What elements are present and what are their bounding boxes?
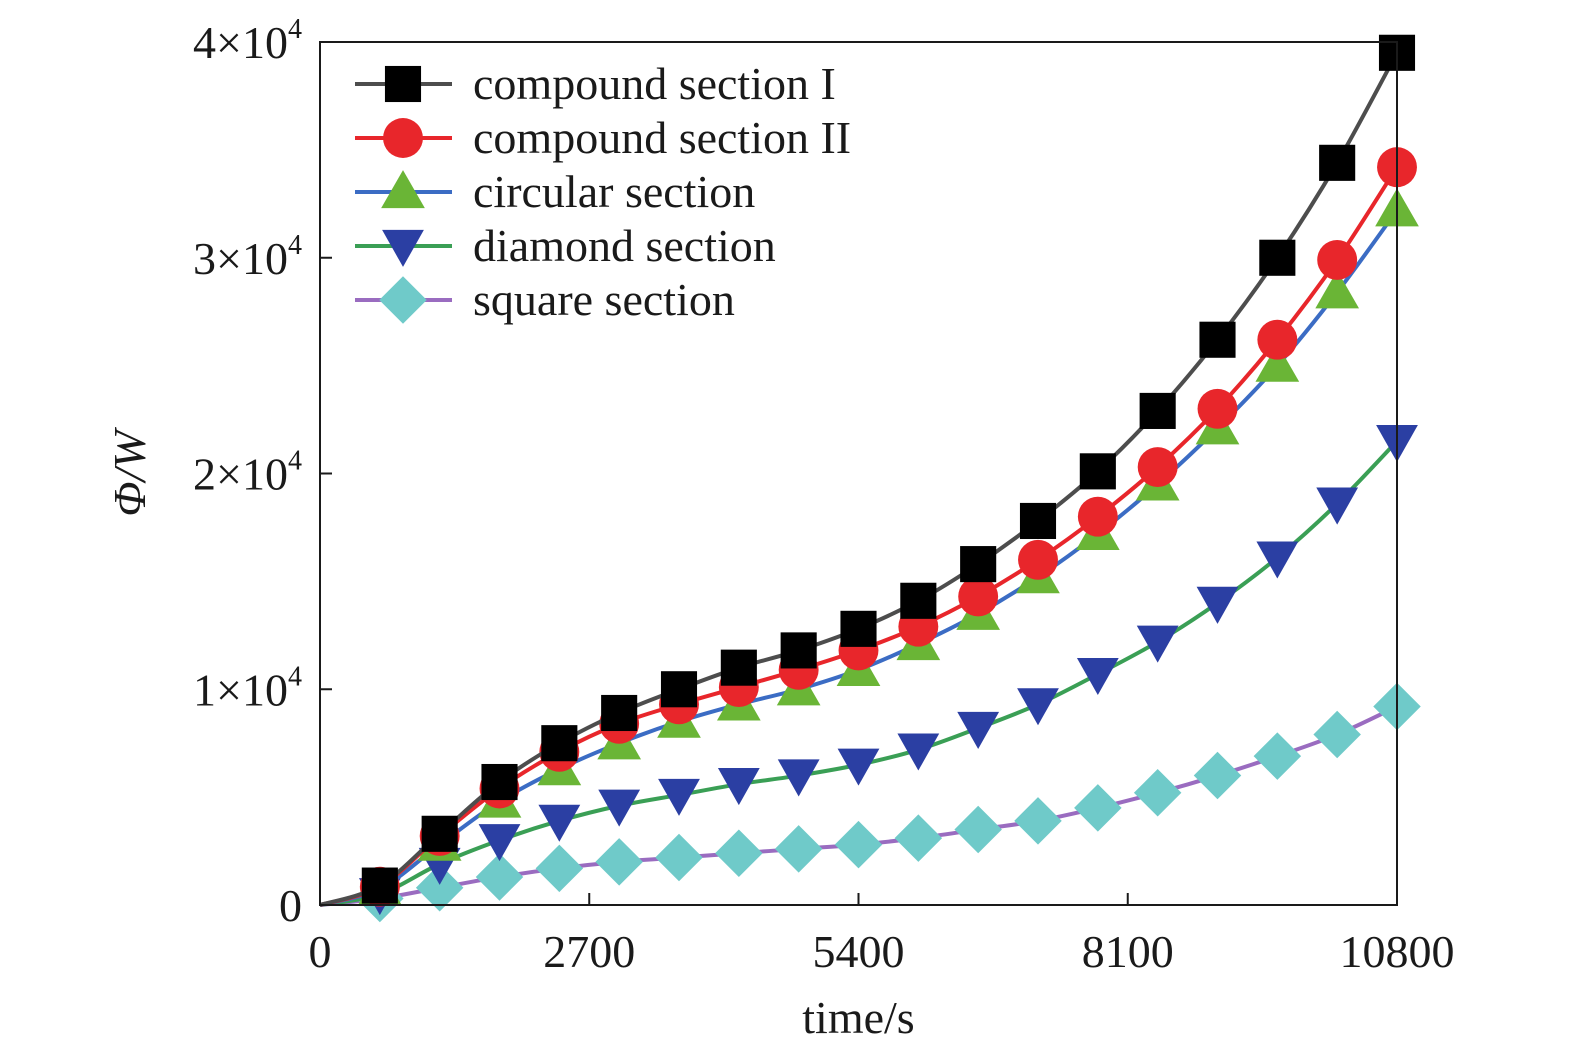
data-point	[1137, 447, 1178, 487]
legend-label: circular section	[473, 166, 755, 217]
data-point	[1199, 321, 1236, 358]
data-point	[958, 576, 999, 617]
data-point	[538, 804, 581, 842]
data-point	[541, 725, 578, 762]
legend-item: diamond section	[355, 220, 776, 271]
data-point	[595, 838, 643, 886]
data-point	[1193, 751, 1242, 800]
legend-label: square section	[473, 274, 735, 325]
data-point	[900, 582, 937, 619]
data-point	[780, 632, 817, 669]
data-point	[598, 789, 641, 827]
data-point	[601, 694, 638, 732]
data-point	[834, 820, 883, 869]
data-point	[777, 759, 820, 797]
x-axis-title: time/s	[802, 992, 914, 1043]
x-tick-label: 8100	[1082, 926, 1174, 977]
data-point	[658, 778, 700, 816]
y-tick-label: 0	[279, 880, 302, 931]
legend-label: compound section II	[473, 112, 851, 163]
data-point	[655, 833, 703, 882]
x-tick-label: 5400	[813, 926, 905, 977]
x-tick-label: 0	[309, 926, 332, 977]
series-layer	[319, 34, 1421, 923]
data-point	[475, 853, 524, 901]
legend-item: circular section	[355, 166, 755, 217]
data-point	[840, 610, 877, 647]
data-point	[1319, 144, 1356, 181]
data-point	[1313, 710, 1361, 759]
data-point	[1136, 625, 1179, 663]
data-point	[1257, 319, 1298, 360]
data-point	[421, 815, 458, 852]
data-point	[720, 649, 757, 686]
data-point	[1256, 541, 1299, 579]
x-tick-label: 2700	[543, 926, 635, 977]
axis-ticks: 0 2700 5400 8100 10800 0 1×104 2×104 3×104 4×104	[193, 14, 1454, 977]
y-tick-label: 4×104	[193, 14, 302, 68]
legend-item: compound section I	[355, 58, 836, 109]
legend-marker	[381, 170, 425, 209]
data-point	[1133, 769, 1182, 817]
legend-marker	[379, 276, 427, 324]
data-point	[1018, 539, 1058, 580]
legend-marker	[382, 229, 424, 267]
data-point	[1014, 797, 1062, 845]
data-point	[1315, 270, 1360, 309]
data-point	[894, 814, 943, 862]
data-point	[957, 711, 1000, 749]
data-point	[1077, 496, 1118, 537]
data-point	[1076, 657, 1119, 696]
data-point	[774, 825, 823, 873]
data-point	[837, 748, 880, 786]
y-tick-label: 3×104	[193, 230, 302, 284]
data-point	[897, 733, 940, 771]
data-point	[1253, 732, 1302, 780]
legend-label: compound section I	[473, 58, 836, 109]
data-point	[1259, 239, 1296, 276]
legend-label: diamond section	[473, 220, 776, 271]
data-point	[361, 867, 398, 904]
legend-item: square section	[355, 274, 735, 325]
data-point	[717, 768, 760, 806]
data-point	[1316, 487, 1359, 525]
legend-marker	[384, 65, 422, 103]
data-point	[660, 671, 698, 708]
data-point	[1017, 688, 1059, 726]
data-point	[415, 863, 464, 912]
data-point	[1139, 392, 1176, 429]
y-axis-title: Φ/W	[104, 427, 155, 517]
data-point	[715, 829, 763, 877]
data-point	[478, 824, 521, 862]
data-point	[954, 805, 1002, 854]
legend-marker	[383, 118, 423, 158]
data-point	[1197, 388, 1238, 429]
data-point	[1074, 784, 1122, 832]
series-5	[319, 682, 1421, 923]
data-point	[1255, 343, 1300, 382]
data-point	[1196, 586, 1239, 624]
x-tick-label: 10800	[1340, 926, 1455, 977]
data-point	[1019, 502, 1057, 540]
data-point	[1079, 453, 1116, 490]
y-tick-label: 1×104	[193, 661, 302, 715]
y-tick-label: 2×104	[193, 446, 302, 500]
legend-item: compound section II	[355, 112, 851, 163]
data-point	[960, 546, 997, 583]
data-point	[535, 844, 584, 893]
series-1	[319, 34, 1416, 907]
data-point	[481, 763, 518, 801]
data-point	[1317, 239, 1358, 280]
